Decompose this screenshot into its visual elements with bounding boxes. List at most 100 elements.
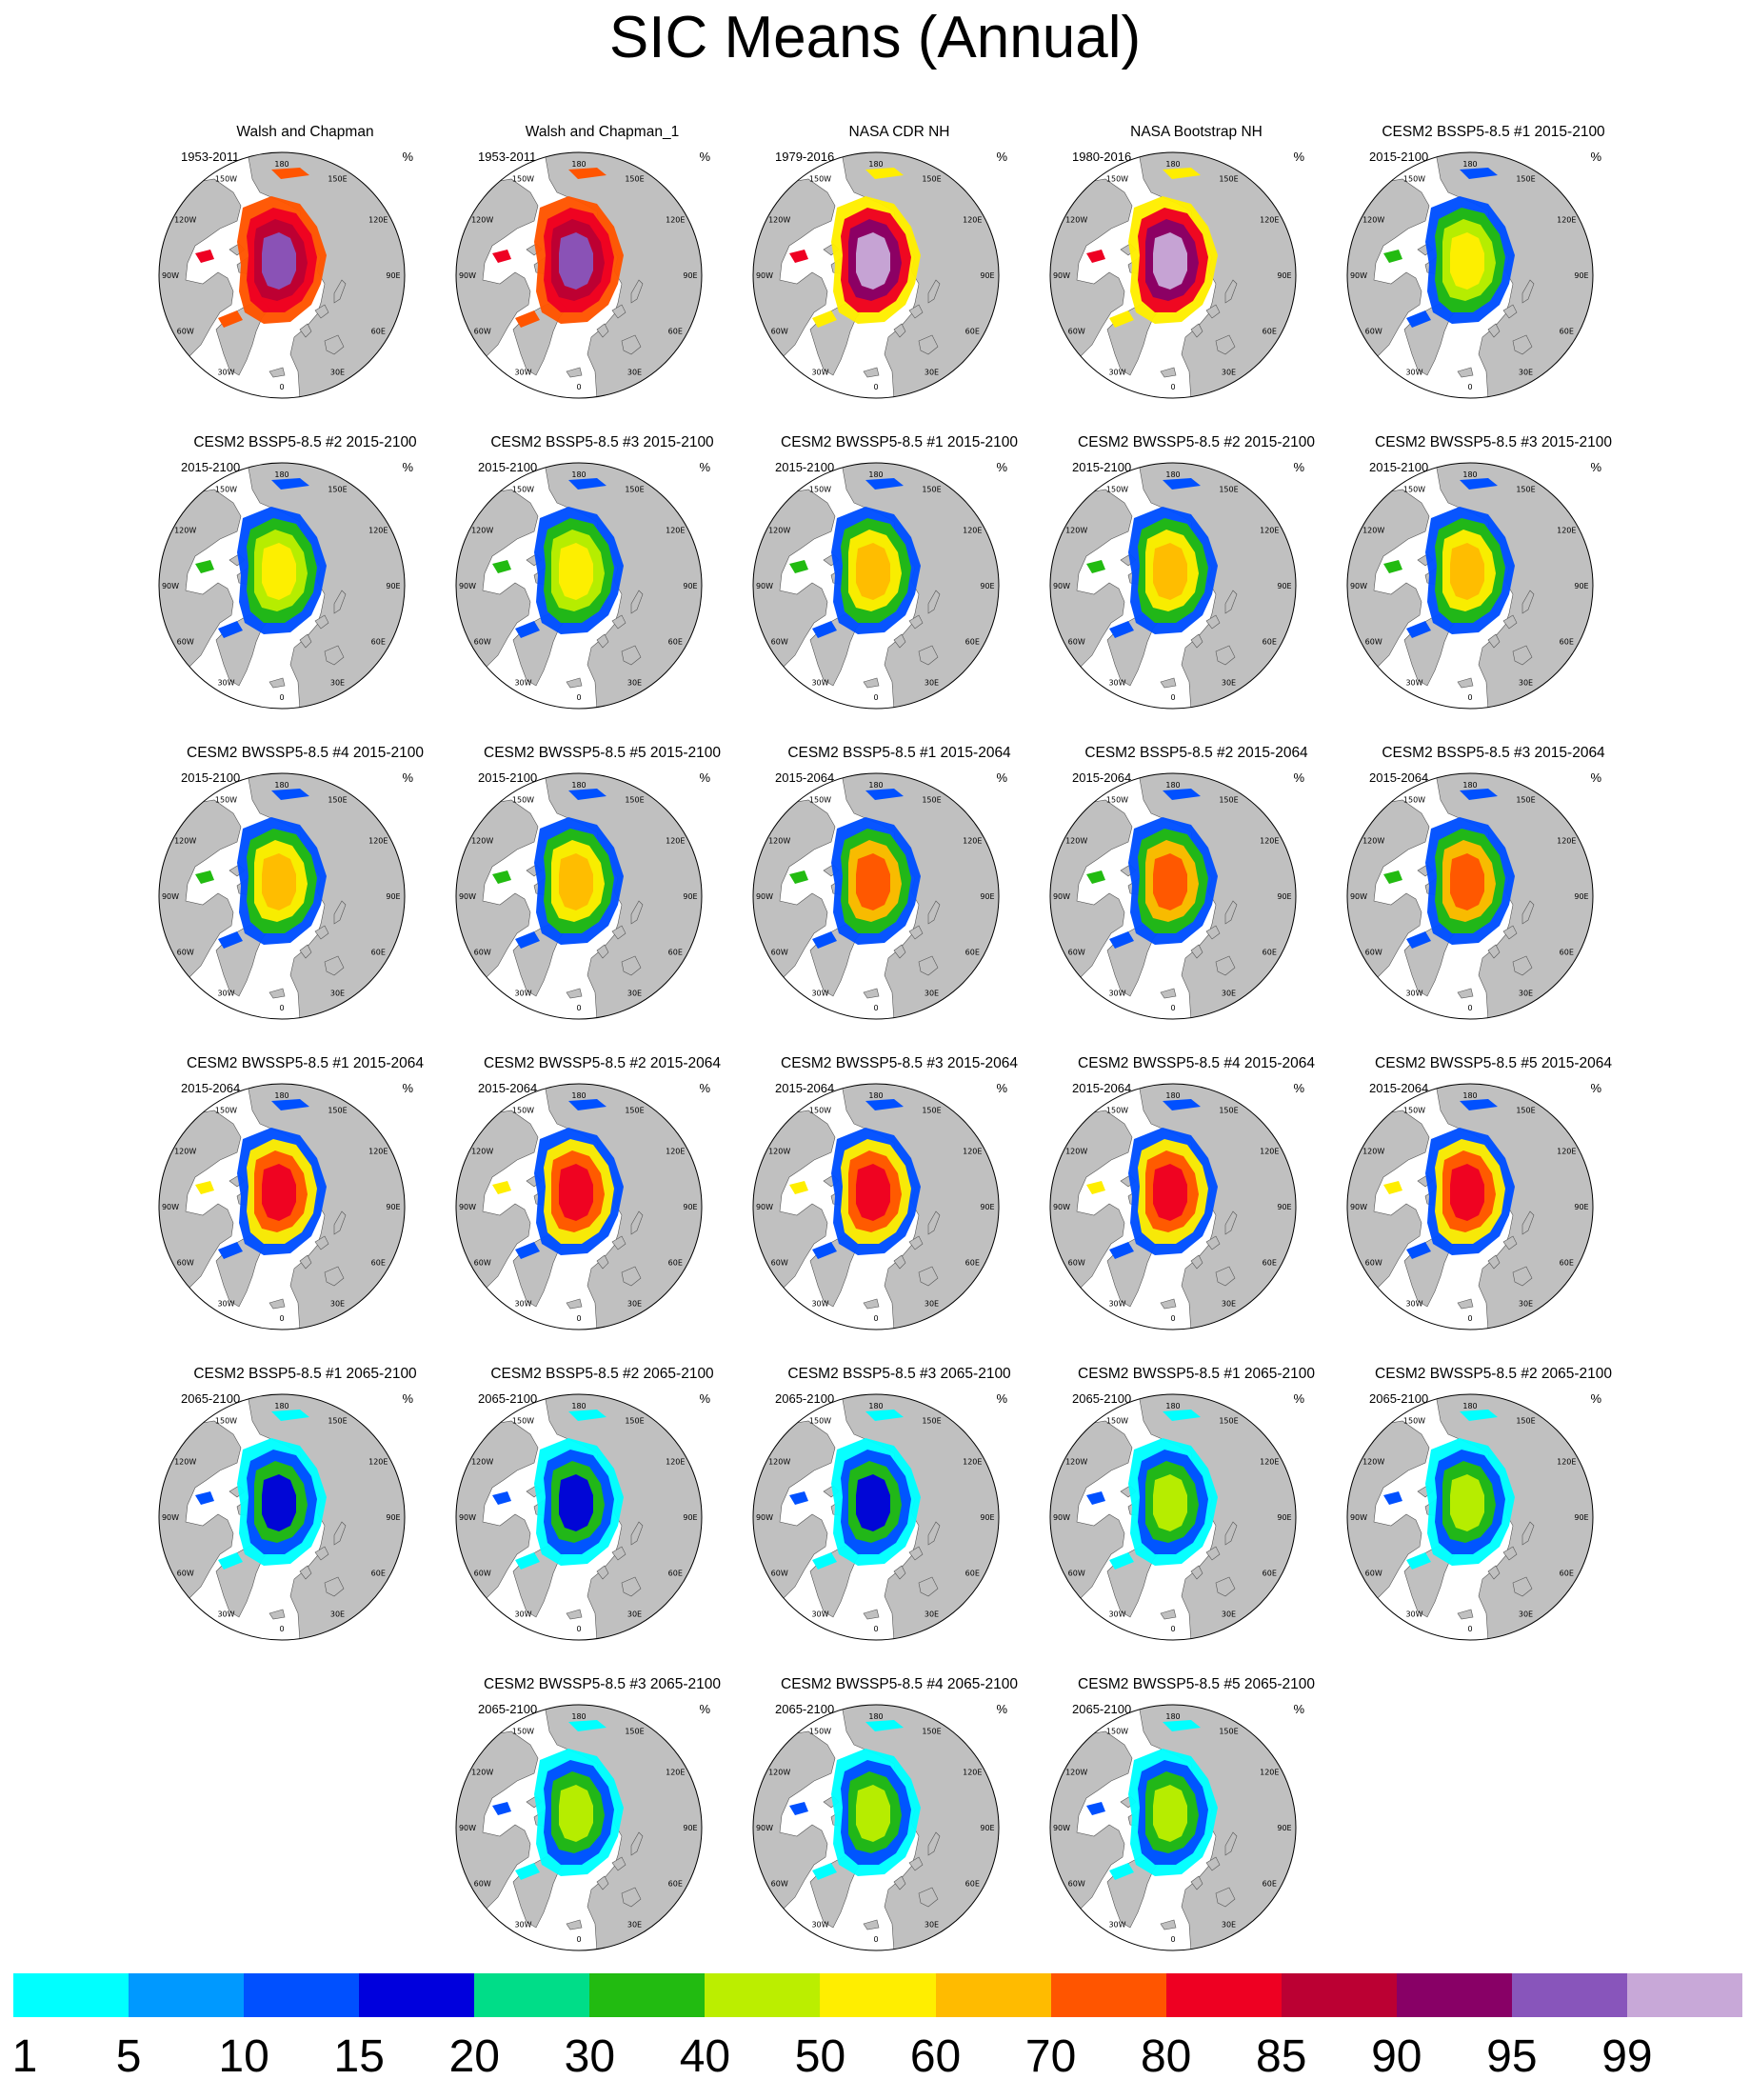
sea-ice-band	[1383, 560, 1402, 573]
land-mass	[1190, 323, 1203, 338]
longitude-label: 120W	[471, 1458, 493, 1467]
land-mass	[611, 1856, 626, 1871]
land-mass	[753, 1730, 836, 1930]
longitude-label: 60E	[668, 1570, 683, 1578]
sea-ice-band	[515, 310, 540, 328]
sea-ice-band	[1153, 543, 1187, 600]
land-mass	[1205, 925, 1221, 940]
longitude-label: 90W	[459, 1513, 476, 1522]
longitude-label: 60W	[1068, 328, 1085, 336]
panel-period: 2015-2100	[478, 770, 538, 785]
sea-ice-band	[262, 232, 296, 290]
land-mass	[1487, 944, 1501, 959]
land-mass	[596, 323, 609, 338]
sea-ice-band	[568, 789, 607, 800]
longitude-label: 60E	[668, 1259, 683, 1268]
polar-map: 180 150E 120E 90E 60E 30E 0 30W 60W 90W 120W 150W	[752, 1393, 1000, 1641]
longitude-label: 30W	[217, 1610, 234, 1618]
longitude-label: 0	[873, 693, 878, 702]
panel-title: CESM2 BWSSP5-8.5 #5 2015-2064	[1375, 1055, 1612, 1071]
polar-map: 180 150E 120E 90E 60E 30E 0 30W 60W 90W 120W 150W	[1346, 462, 1594, 710]
longitude-label: 0	[1467, 1625, 1472, 1633]
land-mass	[324, 1266, 345, 1287]
land-mass	[314, 614, 329, 630]
longitude-label: 0	[1467, 693, 1472, 702]
panel-title: Walsh and Chapman_1	[525, 124, 680, 140]
longitude-label: 30E	[330, 1610, 345, 1618]
land-mass	[1160, 367, 1177, 378]
panel-period: 2015-2064	[1072, 770, 1132, 785]
land-mass	[893, 323, 906, 338]
longitude-label: 180	[1165, 160, 1180, 169]
longitude-label: 30E	[330, 1299, 345, 1308]
sea-ice-band	[1450, 543, 1484, 600]
longitude-label: 30E	[627, 989, 642, 997]
map-boundary	[752, 1083, 1000, 1330]
sea-ice-band	[1406, 621, 1431, 638]
land-mass	[456, 178, 539, 378]
sea-ice-band	[1153, 1164, 1187, 1221]
land-mass	[1457, 988, 1474, 999]
land-mass	[1050, 799, 1133, 999]
longitude-label: 90W	[1350, 1203, 1367, 1211]
land-mass	[1190, 944, 1203, 959]
panel-title: CESM2 BWSSP5-8.5 #1 2065-2100	[1078, 1366, 1315, 1382]
land-mass	[1512, 955, 1533, 976]
longitude-label: 0	[873, 1314, 878, 1323]
sea-ice-band	[1460, 1099, 1498, 1110]
longitude-label: 0	[873, 1625, 878, 1633]
map-panel: Walsh and Chapman_1 1953-2011% 180 150E 120E…	[454, 122, 750, 436]
longitude-label: 120W	[768, 1458, 790, 1467]
land-mass	[268, 1609, 286, 1620]
sea-ice-band	[856, 1785, 890, 1842]
longitude-label: 60E	[965, 638, 980, 647]
longitude-label: 30W	[217, 368, 234, 376]
longitude-label: 60E	[1560, 328, 1574, 336]
land-mass	[1050, 178, 1133, 378]
colorbar-swatch	[705, 1973, 821, 2017]
sea-ice-band	[1406, 310, 1431, 328]
colorbar-swatch	[1165, 1973, 1283, 2017]
panel-unit: %	[699, 770, 710, 785]
longitude-label: 90E	[980, 582, 994, 590]
land-mass	[1215, 1576, 1236, 1597]
sea-ice-band	[1163, 168, 1201, 179]
panel-period: 2065-2100	[478, 1702, 538, 1716]
map-boundary	[1346, 1083, 1594, 1330]
longitude-label: 90W	[1350, 1513, 1367, 1522]
longitude-label: 90W	[756, 1203, 773, 1211]
sea-ice-band	[865, 1720, 904, 1731]
map-boundary	[1049, 1704, 1297, 1951]
land-mass	[927, 1210, 941, 1235]
longitude-label: 60E	[1263, 1880, 1277, 1889]
longitude-label: 120W	[1065, 527, 1087, 535]
sea-ice-band	[515, 1552, 540, 1570]
polar-map: 180 150E 120E 90E 60E 30E 0 30W 60W 90W 120W 150W	[455, 1704, 703, 1951]
sea-ice-band	[1383, 870, 1402, 884]
longitude-label: 180	[274, 781, 288, 790]
polar-map: 180 150E 120E 90E 60E 30E 0 30W 60W 90W 120W 150W	[1049, 1393, 1297, 1641]
land-mass	[1205, 614, 1221, 630]
land-mass	[893, 1254, 906, 1270]
colorbar-label: 95	[1486, 2031, 1538, 2082]
longitude-label: 150W	[512, 1107, 534, 1115]
sea-ice-band	[856, 1474, 890, 1531]
panel-title: CESM2 BSSP5-8.5 #1 2015-2100	[1382, 124, 1605, 140]
land-mass	[908, 1235, 924, 1250]
panel-unit: %	[402, 1391, 413, 1406]
map-boundary	[752, 151, 1000, 399]
map-panel: CESM2 BWSSP5-8.5 #2 2065-2100 2065-2100% 1…	[1345, 1364, 1641, 1678]
longitude-label: 90W	[1350, 582, 1367, 590]
longitude-label: 90E	[980, 1203, 994, 1211]
longitude-label: 120W	[174, 837, 196, 846]
longitude-label: 30E	[925, 1920, 939, 1929]
longitude-label: 90W	[162, 582, 179, 590]
sea-ice-band	[271, 168, 309, 179]
panel-title: CESM2 BSSP5-8.5 #2 2015-2064	[1084, 745, 1308, 761]
land-mass	[1457, 1609, 1474, 1620]
land-mass	[268, 1298, 286, 1310]
longitude-label: 120W	[174, 527, 196, 535]
sea-ice-band	[1460, 789, 1498, 800]
land-mass	[918, 1576, 939, 1597]
longitude-label: 120W	[471, 216, 493, 225]
